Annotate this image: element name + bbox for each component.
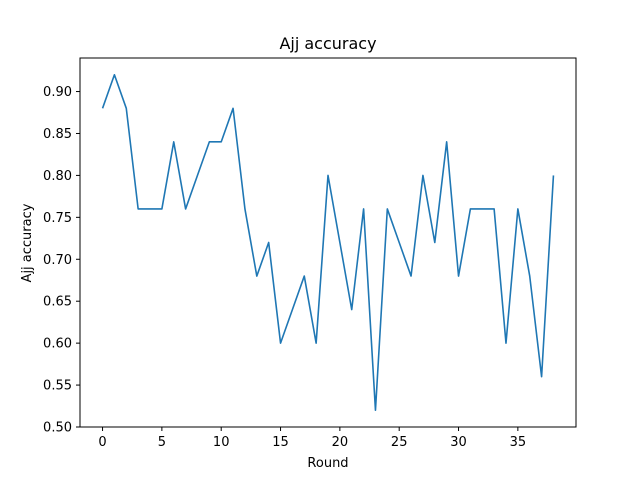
x-tick-label: 5 — [158, 435, 166, 450]
y-tick-label: 0.70 — [43, 253, 72, 268]
chart-title: Ajj accuracy — [279, 34, 376, 53]
y-tick-label: 0.65 — [43, 295, 72, 310]
x-tick-label: 30 — [450, 435, 467, 450]
x-tick-label: 20 — [332, 435, 349, 450]
plot-frame — [79, 57, 577, 428]
y-axis-ticks: 0.50 0.55 0.60 0.65 0.70 0.75 0.80 0.85 0.90 — [43, 85, 80, 436]
x-tick-label: 10 — [213, 435, 230, 450]
y-tick-label: 0.80 — [43, 169, 72, 184]
x-tick-label: 35 — [510, 435, 527, 450]
y-tick-label: 0.60 — [43, 337, 72, 352]
y-tick-label: 0.90 — [43, 85, 72, 100]
y-tick-label: 0.50 — [43, 421, 72, 436]
y-tick-label: 0.55 — [43, 379, 72, 394]
x-tick-label: 0 — [98, 435, 106, 450]
x-tick-label: 25 — [391, 435, 408, 450]
x-axis-label: Round — [307, 456, 348, 471]
y-axis-label: Ajj accuracy — [20, 203, 35, 282]
y-tick-label: 0.75 — [43, 211, 72, 226]
x-tick-label: 15 — [272, 435, 289, 450]
plot-area — [101, 73, 555, 412]
x-axis-ticks: 0 5 10 15 20 25 30 35 — [98, 427, 526, 450]
y-tick-label: 0.85 — [43, 127, 72, 142]
